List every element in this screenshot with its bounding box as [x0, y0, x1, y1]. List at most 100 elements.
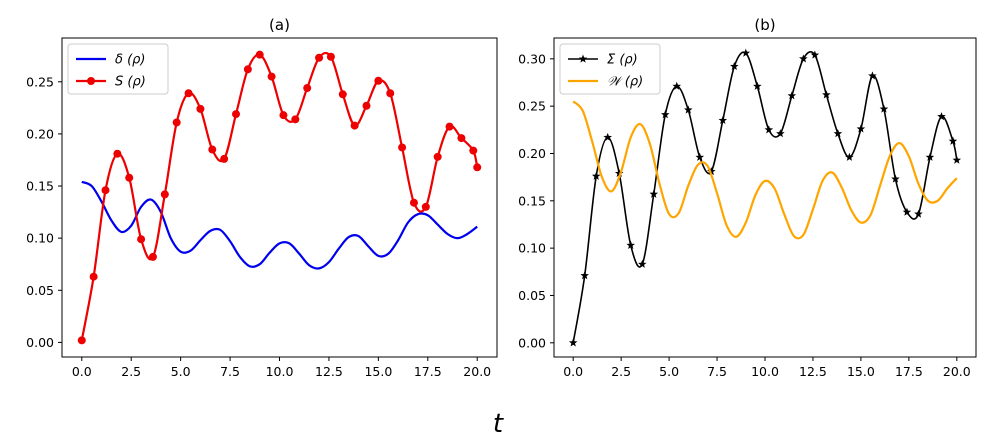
data-point — [914, 209, 923, 218]
data-point — [137, 235, 146, 244]
data-point — [445, 122, 454, 131]
data-point — [208, 145, 217, 154]
legend-label: Σ (ρ) — [607, 53, 638, 68]
x-tick-label: 15.0 — [364, 364, 392, 379]
data-point — [879, 104, 889, 113]
data-point — [718, 115, 728, 124]
data-point — [279, 111, 288, 120]
legend-marker — [87, 77, 95, 85]
data-point — [326, 52, 335, 61]
x-tick-label: 7.5 — [220, 364, 240, 379]
data-point — [77, 336, 86, 345]
data-point — [833, 129, 843, 138]
y-tick-label: 0.25 — [518, 99, 546, 114]
data-point — [952, 155, 962, 164]
data-point — [925, 152, 935, 161]
data-point — [683, 105, 693, 114]
data-point — [707, 166, 716, 176]
series-2 — [572, 100, 958, 240]
axes-frame — [61, 37, 498, 358]
data-point — [232, 110, 240, 119]
data-point — [338, 90, 347, 99]
y-tick-label: 0.05 — [26, 283, 54, 298]
data-point — [591, 171, 601, 180]
x-tick-label: 15.0 — [847, 364, 875, 379]
data-point — [315, 53, 324, 62]
data-point — [603, 132, 612, 142]
legend: Σ (ρ) 𝒲 (ρ) — [559, 43, 661, 95]
data-point — [160, 190, 169, 199]
x-tick-label: 5.0 — [659, 364, 679, 379]
data-point — [255, 50, 264, 59]
x-tick-label: 20.0 — [943, 364, 971, 379]
y-tick-label: 0.20 — [518, 146, 546, 161]
figure-xlabel: t — [493, 409, 504, 439]
data-point — [626, 240, 636, 249]
data-point — [89, 272, 98, 281]
data-point — [948, 136, 958, 145]
data-point — [196, 104, 205, 113]
data-point — [350, 121, 359, 130]
data-point — [184, 89, 193, 98]
data-point — [125, 173, 134, 182]
x-tick-label: 10.0 — [751, 364, 779, 379]
data-point — [810, 50, 820, 59]
x-tick-label: 0.0 — [72, 364, 92, 379]
data-point — [101, 186, 110, 195]
series-1 — [568, 48, 962, 347]
y-tick-label: 0.25 — [26, 74, 54, 89]
x-tick-label: 7.5 — [707, 364, 727, 379]
data-point — [764, 125, 774, 134]
data-point — [753, 81, 762, 90]
data-point — [398, 143, 407, 152]
series-line — [572, 100, 958, 240]
data-point — [172, 118, 181, 127]
data-point — [580, 271, 589, 280]
data-point — [457, 134, 466, 143]
data-point — [568, 338, 578, 347]
data-point — [822, 90, 831, 99]
data-point — [148, 252, 157, 261]
data-point — [113, 149, 122, 158]
data-point — [845, 152, 854, 161]
data-point — [386, 89, 395, 98]
chart-title: (b) — [754, 16, 775, 34]
data-point — [799, 54, 808, 63]
x-tick-label: 10.0 — [266, 364, 294, 379]
legend-label: 𝒲 (ρ) — [607, 75, 643, 90]
x-tick-label: 20.0 — [463, 364, 491, 379]
data-point — [868, 71, 877, 80]
series-2 — [77, 50, 482, 345]
axes-frame — [553, 37, 977, 358]
data-point — [374, 76, 383, 85]
legend-label: δ (ρ) — [115, 53, 145, 68]
data-point — [672, 81, 682, 90]
data-point — [937, 112, 946, 121]
data-point — [856, 124, 866, 133]
y-tick-label: 0.10 — [518, 241, 546, 256]
y-tick-label: 0.15 — [518, 193, 546, 208]
data-point — [787, 91, 797, 100]
x-tick-label: 17.5 — [895, 364, 923, 379]
legend: δ (ρ) S (ρ) — [67, 43, 169, 95]
y-tick-label: 0.30 — [518, 51, 546, 66]
legend-label: S (ρ) — [115, 75, 146, 90]
data-point — [469, 146, 478, 155]
y-tick-label: 0.05 — [518, 288, 546, 303]
data-point — [649, 189, 659, 198]
y-tick-label: 0.15 — [26, 179, 54, 194]
data-point — [695, 152, 705, 161]
series-1 — [81, 180, 478, 270]
data-point — [421, 202, 430, 211]
data-point — [267, 72, 276, 81]
x-tick-label: 12.5 — [315, 364, 343, 379]
data-point — [776, 129, 785, 138]
data-point — [303, 84, 312, 93]
data-point — [637, 259, 647, 268]
series-line — [80, 51, 479, 341]
data-point — [891, 174, 900, 183]
x-tick-label: 0.0 — [563, 364, 583, 379]
data-point — [730, 61, 739, 71]
data-point — [902, 207, 912, 216]
